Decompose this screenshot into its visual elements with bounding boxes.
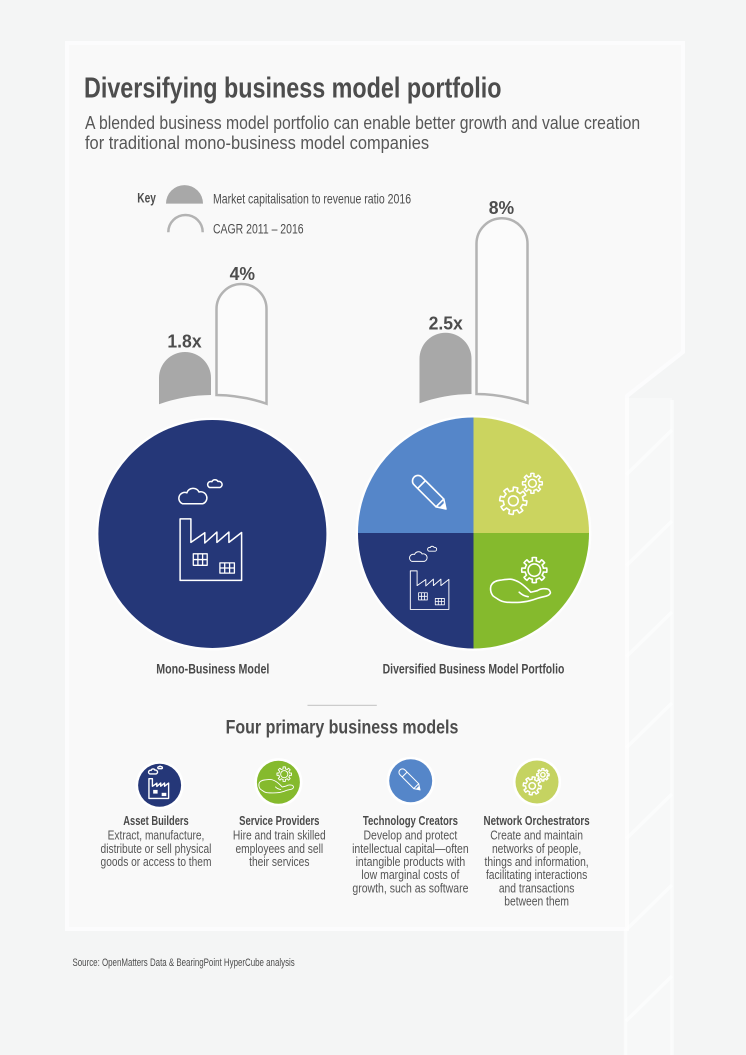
svg-text:Source: OpenMatters Data & Bea: Source: OpenMatters Data & BearingPoint … (72, 957, 294, 970)
svg-text:Create and maintain: Create and maintain (490, 830, 583, 843)
svg-text:Service Providers: Service Providers (239, 815, 319, 829)
svg-text:Network Orchestrators: Network Orchestrators (484, 815, 590, 829)
svg-text:8%: 8% (489, 198, 514, 219)
svg-text:between them: between them (504, 896, 569, 909)
svg-text:Mono-Business Model: Mono-Business Model (156, 661, 269, 677)
svg-text:Diversified Business Model Por: Diversified Business Model Portfolio (383, 661, 565, 677)
svg-text:goods or access to them: goods or access to them (101, 856, 212, 869)
svg-text:CAGR 2011 – 2016: CAGR 2011 – 2016 (213, 221, 304, 237)
svg-text:for traditional mono-business: for traditional mono-business model comp… (85, 132, 429, 153)
svg-text:Asset Builders: Asset Builders (123, 815, 188, 829)
svg-text:intellectual capital—often: intellectual capital—often (352, 843, 469, 856)
svg-text:distribute or sell physical: distribute or sell physical (101, 843, 212, 856)
svg-text:Market capitalisation to reven: Market capitalisation to revenue ratio 2… (213, 191, 411, 207)
svg-text:1.8x: 1.8x (167, 331, 201, 352)
svg-text:and transactions: and transactions (499, 883, 575, 896)
svg-text:Key: Key (137, 190, 156, 206)
svg-text:Extract, manufacture,: Extract, manufacture, (108, 830, 205, 843)
svg-text:4%: 4% (230, 264, 255, 285)
svg-text:networks of people,: networks of people, (492, 843, 581, 856)
svg-text:Four primary business models: Four primary business models (226, 716, 459, 738)
svg-text:low marginal costs of: low marginal costs of (361, 869, 460, 882)
svg-text:growth, such as software: growth, such as software (352, 883, 468, 896)
svg-text:2.5x: 2.5x (429, 313, 463, 334)
svg-text:intangible products with: intangible products with (356, 856, 466, 869)
svg-text:Diversifying business model po: Diversifying business model portfolio (84, 71, 501, 104)
svg-text:Technology Creators: Technology Creators (363, 815, 458, 829)
svg-text:employees and sell: employees and sell (235, 843, 323, 856)
svg-text:Develop and protect: Develop and protect (363, 830, 458, 843)
svg-text:A blended business model portf: A blended business model portfolio can e… (85, 112, 640, 134)
svg-text:their services: their services (249, 856, 310, 869)
svg-text:facilitating interactions: facilitating interactions (486, 869, 588, 882)
svg-text:things and information,: things and information, (485, 856, 589, 869)
svg-text:Hire and train skilled: Hire and train skilled (233, 830, 326, 843)
